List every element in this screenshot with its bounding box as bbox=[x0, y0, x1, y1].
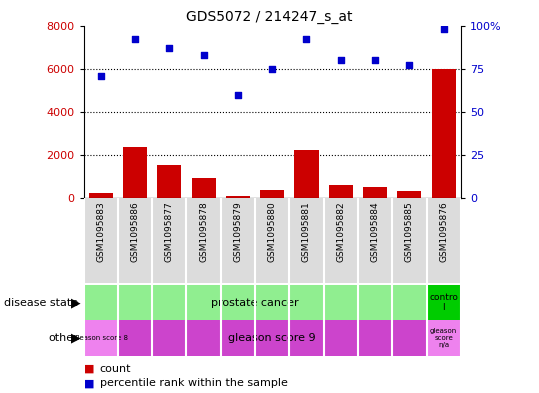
Text: GSM1095880: GSM1095880 bbox=[268, 201, 277, 262]
Point bbox=[371, 57, 379, 63]
Text: disease state: disease state bbox=[4, 298, 78, 308]
Bar bbox=[157, 165, 181, 198]
Text: GDS5072 / 214247_s_at: GDS5072 / 214247_s_at bbox=[186, 10, 353, 24]
Text: count: count bbox=[100, 364, 131, 374]
Text: GSM1095885: GSM1095885 bbox=[405, 201, 414, 262]
Point bbox=[130, 36, 139, 42]
Text: GSM1095879: GSM1095879 bbox=[233, 201, 243, 262]
Text: GSM1095883: GSM1095883 bbox=[96, 201, 105, 262]
Bar bbox=[226, 196, 250, 198]
Text: GSM1095876: GSM1095876 bbox=[439, 201, 448, 262]
Point bbox=[165, 45, 174, 51]
Text: GSM1095882: GSM1095882 bbox=[336, 201, 345, 262]
Point bbox=[405, 62, 414, 68]
Bar bbox=[363, 187, 387, 198]
Point bbox=[302, 36, 311, 42]
Point bbox=[233, 92, 242, 98]
Text: contro
l: contro l bbox=[429, 293, 458, 312]
Text: GSM1095886: GSM1095886 bbox=[130, 201, 140, 262]
Bar bbox=[118, 320, 426, 356]
Text: other: other bbox=[49, 333, 78, 343]
Point bbox=[96, 73, 105, 79]
Text: prostate cancer: prostate cancer bbox=[211, 298, 299, 308]
Text: gleason
score
n/a: gleason score n/a bbox=[430, 328, 457, 348]
Text: ■: ■ bbox=[84, 364, 94, 374]
Bar bbox=[432, 69, 455, 198]
Text: ▶: ▶ bbox=[71, 331, 81, 345]
Point bbox=[199, 52, 208, 58]
Text: gleason score 8: gleason score 8 bbox=[73, 335, 128, 341]
Bar bbox=[191, 178, 216, 198]
Bar bbox=[123, 147, 147, 198]
Bar bbox=[294, 150, 319, 198]
Text: GSM1095877: GSM1095877 bbox=[165, 201, 174, 262]
Bar bbox=[426, 285, 461, 320]
Text: GSM1095884: GSM1095884 bbox=[371, 201, 379, 262]
Text: GSM1095881: GSM1095881 bbox=[302, 201, 311, 262]
Bar bbox=[260, 190, 284, 198]
Bar bbox=[426, 320, 461, 356]
Bar bbox=[84, 320, 118, 356]
Bar bbox=[397, 191, 421, 198]
Text: ■: ■ bbox=[84, 378, 94, 388]
Bar bbox=[329, 185, 353, 198]
Bar bbox=[89, 193, 113, 198]
Text: ▶: ▶ bbox=[71, 296, 81, 309]
Text: GSM1095878: GSM1095878 bbox=[199, 201, 208, 262]
Point bbox=[268, 66, 277, 72]
Text: percentile rank within the sample: percentile rank within the sample bbox=[100, 378, 288, 388]
Point bbox=[336, 57, 345, 63]
Point bbox=[439, 26, 448, 32]
Text: gleason score 9: gleason score 9 bbox=[229, 333, 316, 343]
